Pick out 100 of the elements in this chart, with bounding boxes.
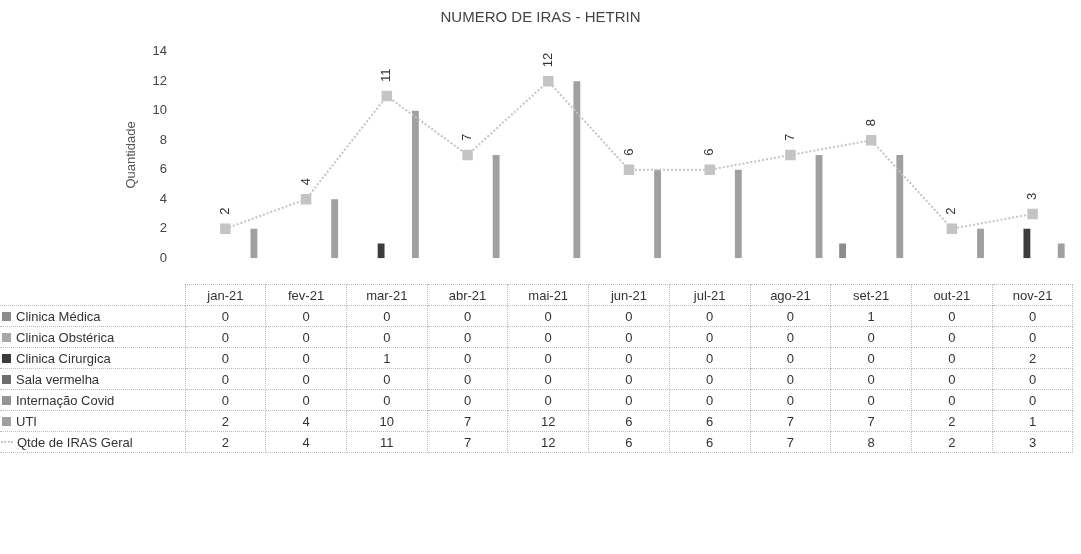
data-label: 0 <box>507 368 589 390</box>
data-label: 0 <box>750 305 831 327</box>
data-label: 0 <box>669 305 751 327</box>
data-label: 0 <box>911 305 993 327</box>
point <box>1027 208 1038 220</box>
x-tick-label: out-21 <box>911 284 993 306</box>
text: 2 <box>943 207 959 215</box>
point <box>300 193 312 205</box>
x-tick-label: mai-21 <box>507 284 589 306</box>
point <box>381 90 393 102</box>
data-label: 1 <box>830 305 912 327</box>
data-label: 0 <box>830 326 912 348</box>
bar <box>573 81 581 259</box>
y-tick-label: 0 <box>159 249 167 265</box>
data-label: 0 <box>507 326 589 348</box>
point <box>704 164 715 175</box>
data-label: 8 <box>830 431 912 453</box>
chart-title: NUMERO DE IRAS - HETRIN <box>439 7 642 26</box>
text: 7 <box>459 133 475 141</box>
data-label: 0 <box>185 347 266 369</box>
x-tick-label: nov-21 <box>992 284 1073 306</box>
data-label: 2 <box>992 347 1073 369</box>
data-label: 0 <box>507 305 589 327</box>
data-label: 3 <box>992 431 1073 453</box>
data-label: 0 <box>185 305 266 327</box>
x-tick-label: jul-21 <box>669 284 751 306</box>
bar <box>377 243 385 259</box>
data-label: 0 <box>185 326 266 348</box>
data-label: 0 <box>750 389 831 411</box>
data-label: 0 <box>185 368 266 390</box>
point <box>543 76 554 87</box>
text: 3 <box>1024 192 1040 200</box>
bar <box>1023 228 1031 259</box>
data-label: 0 <box>265 347 347 369</box>
bar <box>654 169 662 259</box>
data-label: 2 <box>911 431 993 453</box>
y-tick-label: 8 <box>159 131 167 147</box>
y-axis-title: Quantidade <box>123 121 139 189</box>
text: 8 <box>862 119 878 127</box>
data-label: 6 <box>588 431 670 453</box>
data-label: 0 <box>346 368 428 390</box>
data-label: 0 <box>911 389 993 411</box>
legend-label: Clinica Obstérica <box>0 326 185 348</box>
data-label: 7 <box>750 410 831 432</box>
data-label: 0 <box>427 347 508 369</box>
data-label: 0 <box>507 347 589 369</box>
data-label: 0 <box>588 305 670 327</box>
data-label: 0 <box>346 326 428 348</box>
data-label: 6 <box>669 431 751 453</box>
text: 2 <box>216 207 232 215</box>
data-label: 0 <box>911 347 993 369</box>
data-label: 7 <box>750 431 831 453</box>
x-tick-label: jun-21 <box>588 284 670 306</box>
data-label: 7 <box>427 410 508 432</box>
data-label: 2 <box>911 410 993 432</box>
data-label: 0 <box>830 389 912 411</box>
data-label: 0 <box>669 368 751 390</box>
data-label: 1 <box>346 347 428 369</box>
data-label: 2 <box>185 431 266 453</box>
data-label: 6 <box>588 410 670 432</box>
data-label: 6 <box>669 410 751 432</box>
data-label: 0 <box>265 368 347 390</box>
data-label: 7 <box>427 431 508 453</box>
bar <box>977 228 984 259</box>
point <box>623 164 635 175</box>
text: 6 <box>701 148 717 156</box>
data-label: 0 <box>669 326 751 348</box>
data-label: 0 <box>750 326 831 348</box>
data-label: 0 <box>911 326 993 348</box>
data-label: 0 <box>588 389 670 411</box>
data-label: 0 <box>265 326 347 348</box>
x-tick-label: set-21 <box>830 284 912 306</box>
data-label: 0 <box>992 326 1073 348</box>
data-label: 0 <box>588 326 670 348</box>
point <box>220 223 231 234</box>
data-label: 0 <box>346 389 428 411</box>
data-label: 0 <box>427 326 508 348</box>
data-label: 0 <box>992 389 1073 411</box>
point <box>946 223 958 234</box>
data-label: 4 <box>265 431 347 453</box>
x-tick-label: mar-21 <box>346 284 428 306</box>
legend-label: Clinica Médica <box>0 305 185 327</box>
y-tick-label: 14 <box>152 43 167 59</box>
text: 6 <box>620 148 636 156</box>
legend-label: Clinica Cirurgica <box>0 347 185 369</box>
bar <box>1057 243 1065 259</box>
data-label: 0 <box>992 368 1073 390</box>
y-tick-label: 4 <box>159 190 167 206</box>
x-tick-label: jan-21 <box>185 284 266 306</box>
data-label: 0 <box>588 347 670 369</box>
data-label: 7 <box>830 410 912 432</box>
legend-label: Internação Covid <box>0 389 185 411</box>
data-label: 11 <box>346 431 428 453</box>
bar <box>734 169 742 259</box>
data-label: 0 <box>507 389 589 411</box>
point <box>865 135 877 146</box>
data-label: 0 <box>346 305 428 327</box>
data-label: 0 <box>265 305 347 327</box>
data-label: 4 <box>265 410 347 432</box>
data-label: 12 <box>507 410 589 432</box>
